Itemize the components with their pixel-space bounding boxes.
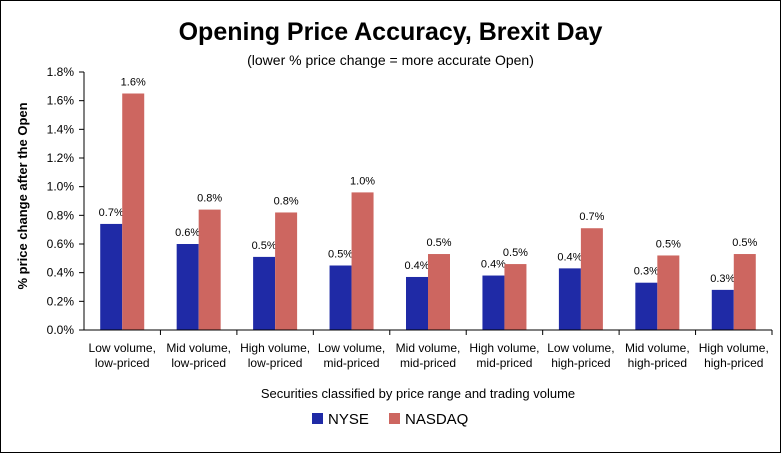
data-label-nyse: 0.5% — [328, 249, 353, 261]
bar-nyse — [329, 265, 352, 330]
y-tick-label: 1.2% — [47, 151, 75, 165]
bar-nyse — [176, 244, 199, 330]
bar-nyse — [635, 282, 658, 330]
y-tick-label: 1.0% — [47, 180, 75, 194]
data-label-nasdaq: 1.0% — [350, 175, 375, 187]
data-label-nyse: 0.4% — [481, 259, 506, 271]
bar-nasdaq — [275, 212, 298, 330]
x-tick-label: high-priced — [704, 356, 763, 370]
chart-title: Opening Price Accuracy, Brexit Day — [178, 18, 603, 46]
bar-nyse — [406, 276, 428, 330]
data-label-nyse: 0.3% — [710, 273, 735, 285]
bar-nyse — [558, 268, 581, 330]
x-tick-label: High volume, — [240, 341, 310, 355]
x-tick-label: mid-priced — [324, 356, 380, 370]
x-tick-label: High volume, — [699, 341, 769, 355]
bar-nyse — [482, 275, 505, 330]
y-tick-label: 1.6% — [47, 94, 75, 108]
y-tick-label: 1.8% — [47, 65, 75, 79]
legend-swatch-nyse — [312, 413, 323, 424]
plot-area: 0.7%1.6%0.6%0.8%0.5%0.8%0.5%1.0%0.4%0.5%… — [99, 77, 758, 330]
x-tick-label: Low volume, — [547, 341, 614, 355]
data-label-nyse: 0.4% — [404, 260, 429, 272]
bar-nasdaq — [504, 264, 527, 330]
data-label-nasdaq: 0.8% — [197, 193, 222, 205]
bar-nyse — [100, 223, 123, 330]
x-tick-label: Mid volume, — [396, 341, 461, 355]
x-tick-label: high-priced — [628, 356, 687, 370]
chart-subtitle: (lower % price change = more accurate Op… — [247, 52, 534, 68]
data-label-nasdaq: 0.5% — [503, 247, 528, 259]
x-tick-label: High volume, — [469, 341, 539, 355]
data-label-nyse: 0.6% — [175, 227, 200, 239]
data-label-nyse: 0.7% — [99, 207, 124, 219]
data-label-nasdaq: 0.8% — [274, 195, 299, 207]
bar-nyse — [711, 289, 734, 330]
bar-nasdaq — [580, 228, 603, 330]
data-label-nasdaq: 0.5% — [732, 237, 757, 249]
data-label-nyse: 0.4% — [557, 251, 582, 263]
y-tick-label: 0.6% — [47, 237, 75, 251]
data-label-nasdaq: 0.5% — [656, 238, 681, 250]
x-tick-label: mid-priced — [476, 356, 532, 370]
legend: NYSE NASDAQ — [312, 411, 468, 428]
legend-label-nyse: NYSE — [328, 411, 369, 428]
y-tick-label: 0.4% — [47, 266, 75, 280]
data-label-nyse: 0.5% — [252, 240, 277, 252]
legend-swatch-nasdaq — [389, 413, 400, 424]
bar-nasdaq — [733, 254, 756, 330]
bar-nasdaq — [198, 209, 221, 330]
x-tick-label: low-priced — [95, 356, 150, 370]
x-tick-label: Mid volume, — [625, 341, 690, 355]
x-tick-label: low-priced — [248, 356, 303, 370]
bar-nyse — [253, 256, 276, 330]
data-label-nasdaq: 0.5% — [426, 237, 451, 249]
x-tick-label: high-priced — [551, 356, 610, 370]
x-tick-label: Low volume, — [318, 341, 385, 355]
x-tick-label: Low volume, — [89, 341, 156, 355]
y-tick-label: 1.4% — [47, 122, 75, 136]
bar-nasdaq — [351, 192, 374, 330]
x-tick-label: Mid volume, — [166, 341, 231, 355]
y-tick-label: 0.8% — [47, 208, 75, 222]
data-label-nasdaq: 1.6% — [121, 77, 146, 89]
bar-nasdaq — [428, 254, 450, 330]
x-tick-label: low-priced — [171, 356, 226, 370]
x-tick-label: mid-priced — [400, 356, 456, 370]
y-axis: 0.0% 0.2% 0.4% 0.6% 0.8% 1.0% 1.2% 1.4% 1.6% 1.8% — [47, 65, 85, 337]
x-axis-title: Securities classified by price range and… — [261, 386, 575, 401]
bar-nasdaq — [657, 255, 680, 330]
bar-nasdaq — [122, 93, 145, 330]
legend-label-nasdaq: NASDAQ — [405, 411, 468, 428]
y-tick-label: 0.0% — [47, 323, 75, 337]
y-tick-label: 0.2% — [47, 294, 75, 308]
y-axis-title: % price change after the Open — [15, 102, 30, 289]
data-label-nyse: 0.3% — [634, 266, 659, 278]
data-label-nasdaq: 0.7% — [579, 211, 604, 223]
